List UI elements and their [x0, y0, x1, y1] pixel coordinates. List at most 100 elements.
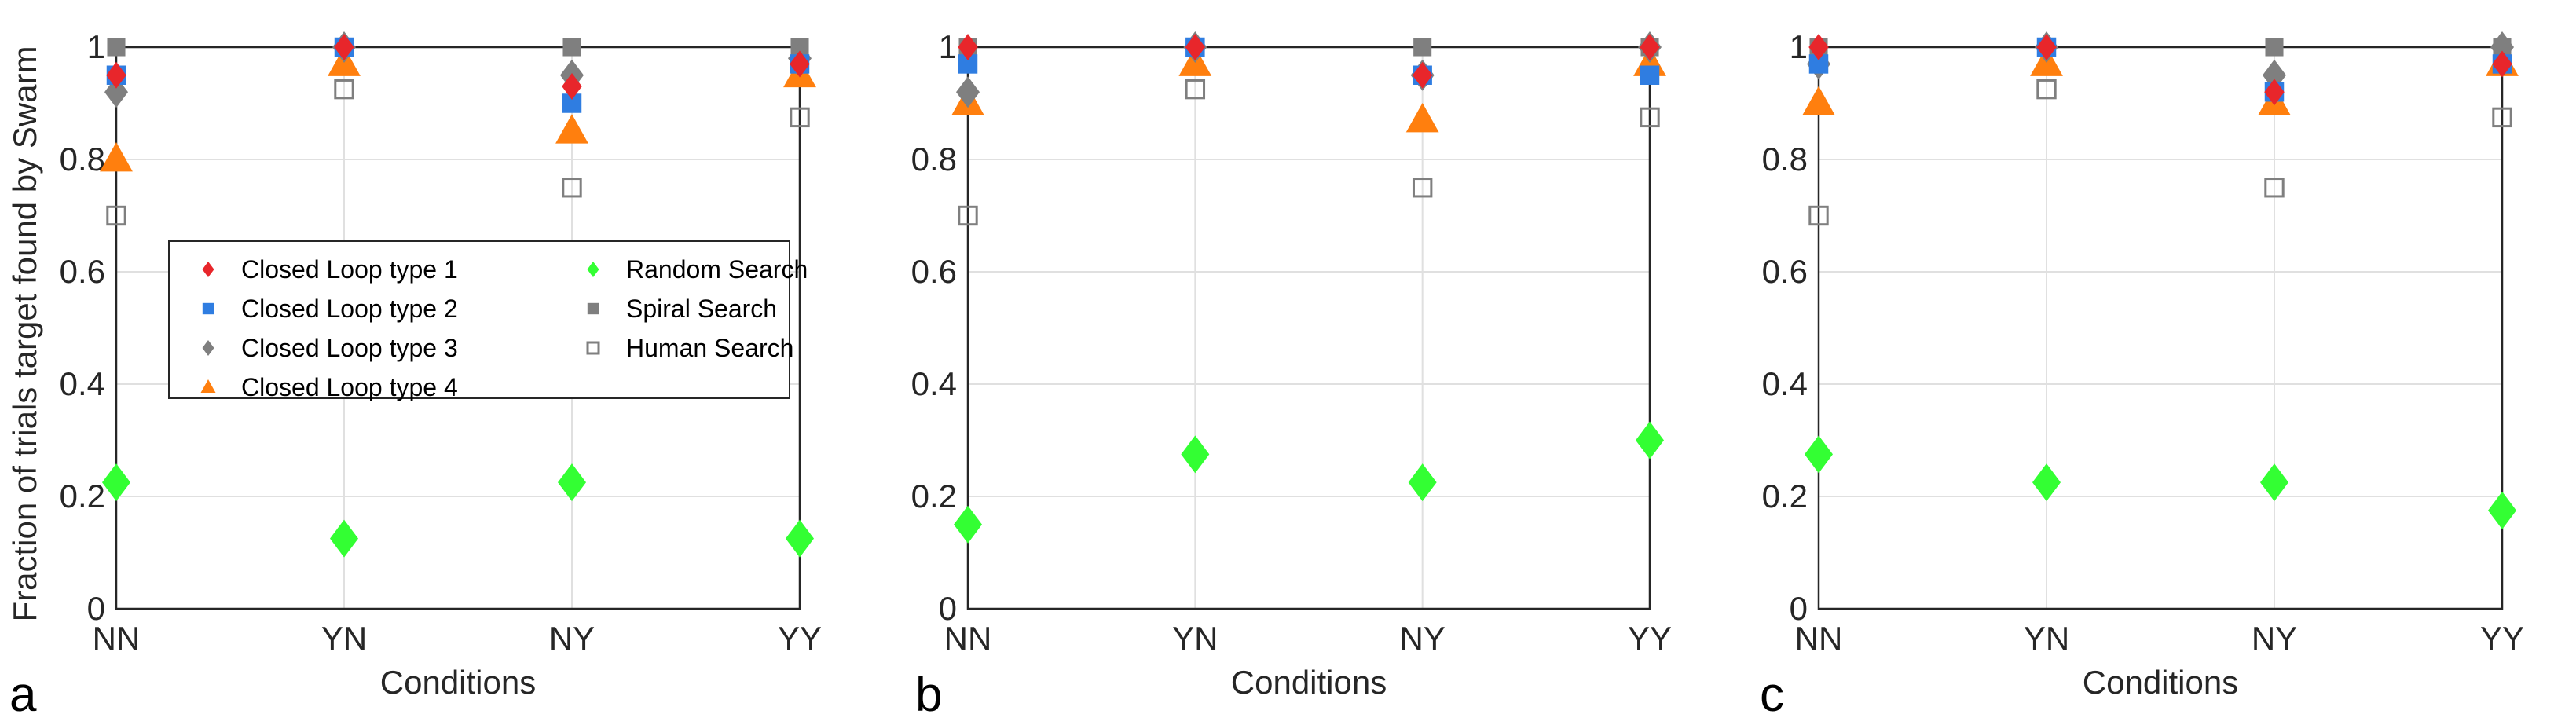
point-human-search — [1808, 205, 1829, 226]
point-closed-loop-type-1 — [958, 34, 978, 60]
point-random-search — [2260, 463, 2288, 502]
point-spiral-search — [107, 38, 126, 57]
point-random-search — [1805, 435, 1833, 474]
legend-marker — [202, 302, 214, 315]
y-tick-label: 0.8 — [60, 141, 105, 178]
y-tick-label: 0.6 — [911, 253, 957, 290]
point-closed-loop-type-2 — [1640, 65, 1660, 85]
point-closed-loop-type-1 — [2036, 34, 2057, 60]
legend-marker — [586, 341, 600, 355]
point-random-search — [2488, 491, 2516, 529]
point-closed-loop-type-1 — [1808, 34, 1829, 60]
y-tick-label: 1 — [1790, 28, 1808, 65]
point-closed-loop-type-1 — [106, 61, 126, 89]
panel-c: 0 0.2 0.4 0.6 0.8 1 NN YN NY YY Conditions c — [1760, 28, 2524, 714]
point-closed-loop-type-4 — [555, 114, 588, 144]
y-tick-label: 0.6 — [1762, 253, 1808, 290]
point-closed-loop-type-1 — [334, 34, 354, 60]
x-tick-label: YY — [778, 620, 822, 657]
point-random-search — [954, 505, 982, 544]
point-closed-loop-type-1 — [562, 73, 582, 101]
x-tick-label: YY — [1628, 620, 1672, 657]
point-closed-loop-type-4 — [1802, 86, 1835, 115]
point-random-search — [1181, 435, 1210, 474]
x-tick-label: NN — [93, 620, 141, 657]
point-closed-loop-type-4 — [1405, 102, 1439, 133]
y-tick-label: 0.2 — [60, 478, 105, 514]
x-axis-label: Conditions — [1231, 664, 1387, 701]
point-human-search — [790, 107, 810, 128]
point-closed-loop-type-1 — [2492, 50, 2512, 78]
panel-letter: c — [1760, 668, 1784, 714]
x-tick-label: NY — [549, 620, 595, 657]
y-tick-label: 0.4 — [60, 365, 105, 402]
point-closed-loop-type-4 — [100, 142, 133, 172]
legend-marker — [202, 340, 214, 356]
point-human-search — [1640, 107, 1660, 128]
x-axis-label: Conditions — [2083, 664, 2238, 701]
point-random-search — [102, 463, 130, 502]
x-tick-label: YN — [2024, 620, 2069, 657]
legend-marker — [587, 262, 599, 277]
y-tick-label: 0 — [1790, 590, 1808, 627]
point-closed-loop-type-1 — [790, 50, 810, 78]
y-tick-label: 0 — [939, 590, 957, 627]
point-random-search — [1636, 421, 1664, 460]
point-random-search — [2032, 463, 2061, 502]
point-human-search — [334, 79, 354, 100]
point-closed-loop-type-3 — [956, 76, 980, 108]
y-tick-label: 0.8 — [911, 141, 957, 178]
point-closed-loop-type-1 — [1640, 34, 1660, 60]
point-human-search — [106, 205, 126, 226]
y-tick-label: 1 — [87, 28, 105, 65]
y-tick-label: 0.4 — [1762, 365, 1808, 402]
x-tick-label: YY — [2480, 620, 2524, 657]
legend-box — [168, 240, 790, 399]
point-spiral-search — [562, 38, 581, 57]
x-tick-label: NY — [1399, 620, 1445, 657]
x-tick-label: YN — [1172, 620, 1218, 657]
point-closed-loop-type-1 — [1412, 61, 1433, 89]
y-tick-label: 0.2 — [911, 478, 957, 514]
legend-entry: Spiral Search — [626, 295, 777, 323]
point-random-search — [1408, 463, 1437, 502]
panel-letter: a — [9, 668, 37, 714]
legend-marker — [202, 262, 214, 277]
point-random-search — [786, 519, 814, 558]
y-axis-label: Fraction of trials target found by Swarm — [6, 46, 43, 622]
panel-letter: b — [915, 668, 942, 714]
point-human-search — [1185, 79, 1206, 100]
y-tick-label: 0 — [87, 590, 105, 627]
legend-entry: Closed Loop type 4 — [241, 373, 458, 401]
y-tick-label: 0.8 — [1762, 141, 1808, 178]
point-closed-loop-type-1 — [1185, 34, 1206, 60]
axes-box — [966, 46, 1651, 610]
legend-entry: Closed Loop type 3 — [241, 334, 458, 362]
point-human-search — [958, 205, 978, 226]
point-human-search — [2036, 79, 2057, 100]
legend-marker — [200, 379, 216, 393]
point-random-search — [330, 519, 358, 558]
point-closed-loop-type-1 — [2264, 79, 2285, 106]
point-human-search — [562, 178, 582, 198]
x-tick-label: NN — [944, 620, 992, 657]
y-tick-label: 0.6 — [60, 253, 105, 290]
legend-entry: Random Search — [626, 255, 808, 284]
legend-marker — [587, 302, 599, 315]
legend-entry: Closed Loop type 2 — [241, 295, 458, 323]
y-tick-label: 0.2 — [1762, 478, 1808, 514]
legend-entry: Human Search — [626, 334, 793, 362]
x-tick-label: NY — [2252, 620, 2297, 657]
x-axis-label: Conditions — [380, 664, 536, 701]
x-tick-label: YN — [321, 620, 367, 657]
x-tick-label: NN — [1795, 620, 1843, 657]
axes-box — [115, 46, 801, 610]
point-random-search — [558, 463, 586, 502]
axes-box — [1817, 46, 2504, 610]
panel-a: 0 0.2 0.4 0.6 0.8 1 NN YN NY YY Conditions a Closed … — [9, 28, 822, 714]
point-human-search — [2492, 107, 2512, 128]
y-tick-label: 0.4 — [911, 365, 957, 402]
legend: Closed Loop type 1 Closed Loop type 2 Clos… — [168, 240, 808, 401]
y-tick-label: 1 — [939, 28, 957, 65]
